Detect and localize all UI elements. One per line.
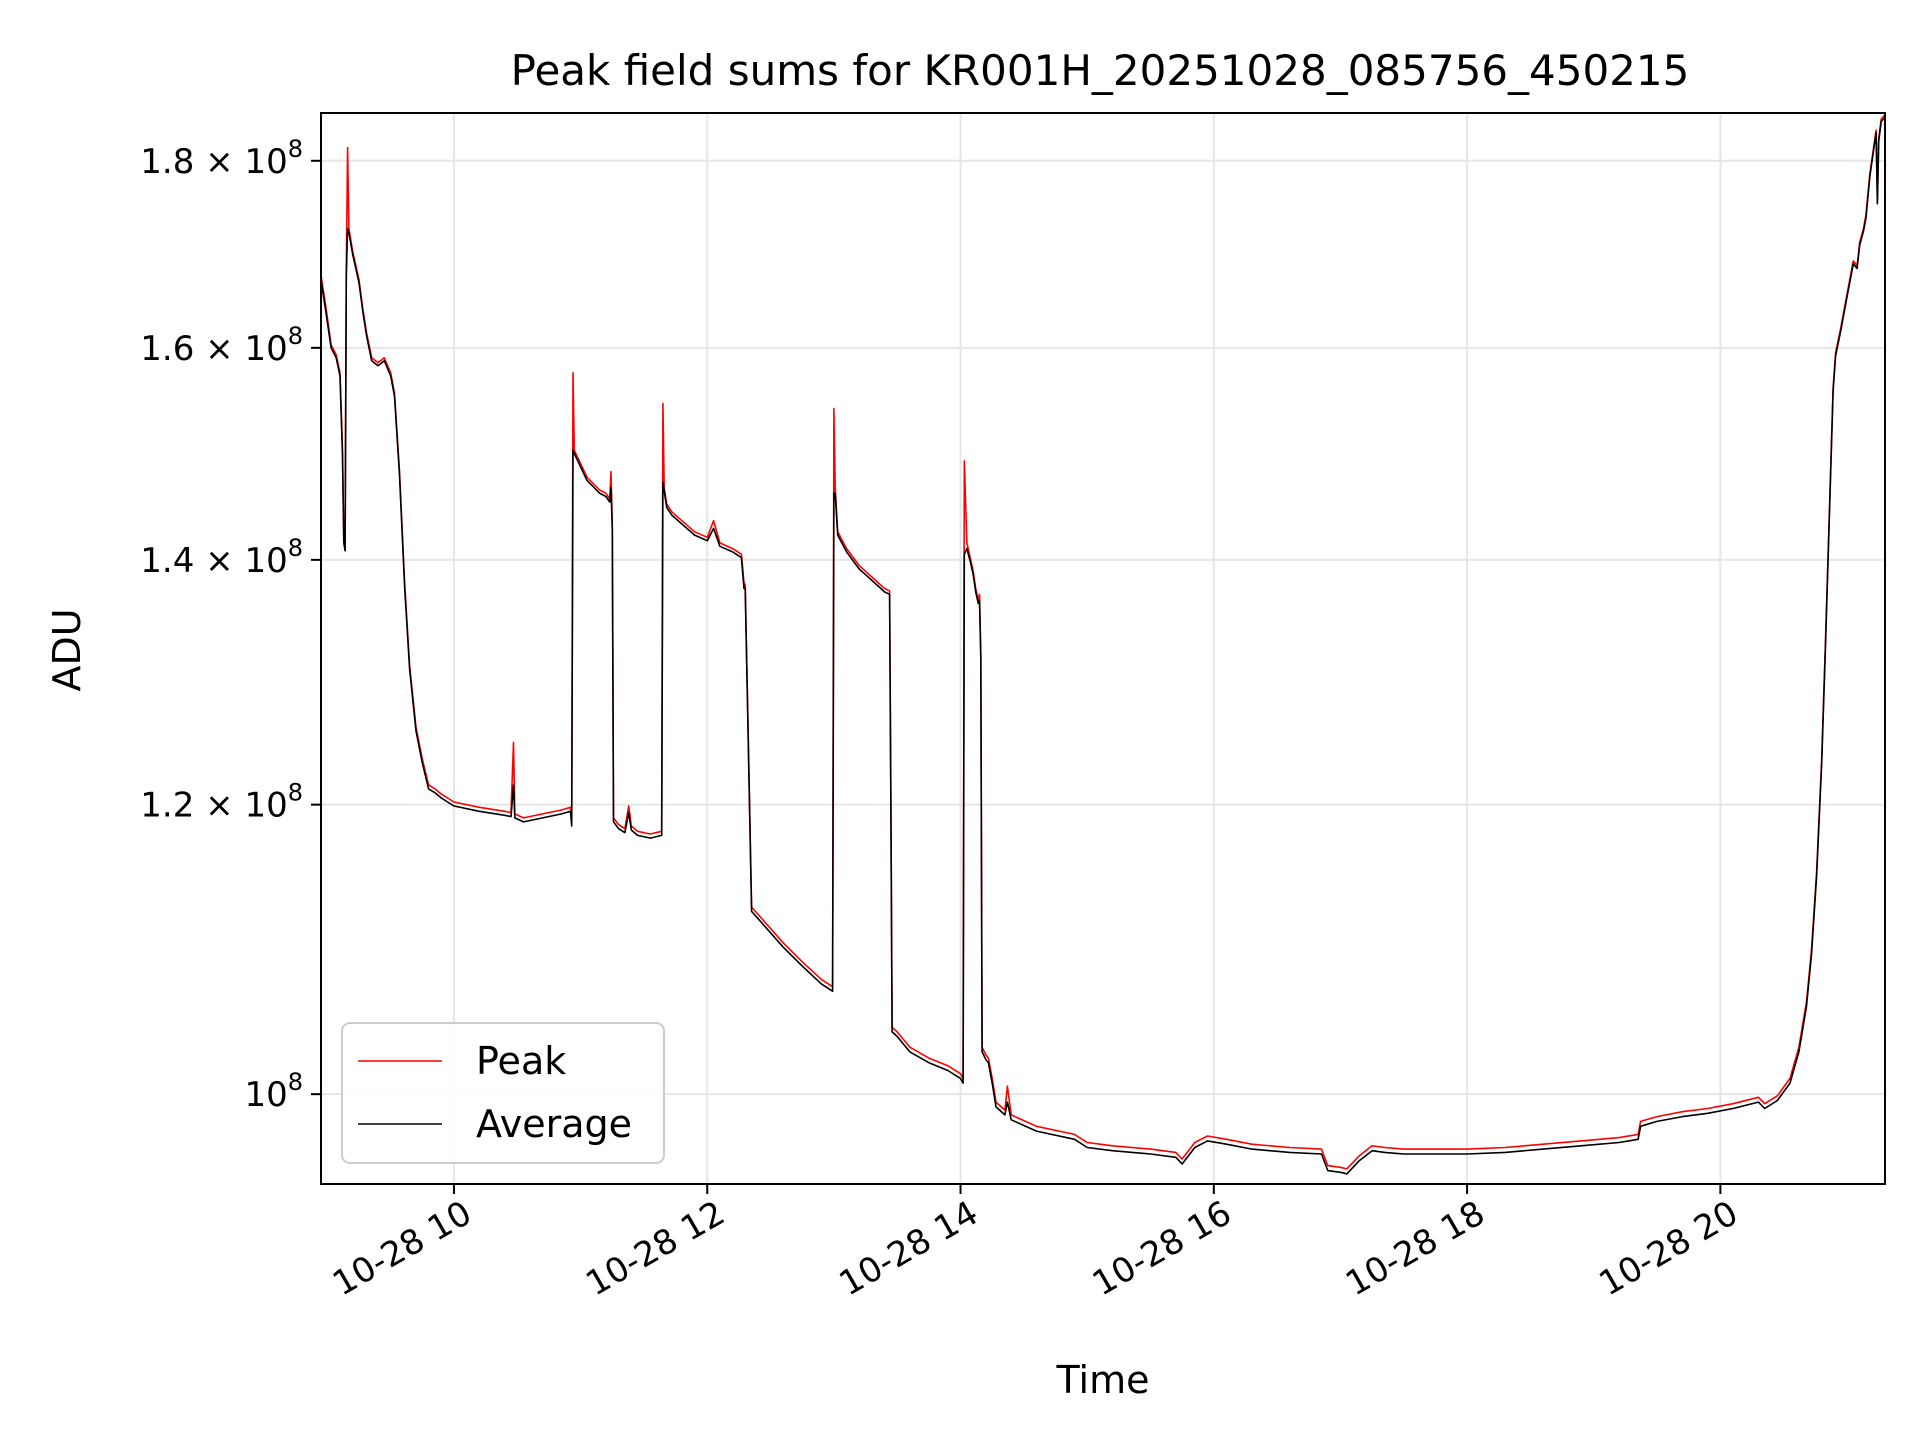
y-tick-label: 1.6 × 108 <box>140 322 303 369</box>
chart-title: Peak field sums for KR001H_20251028_0857… <box>511 46 1690 95</box>
series-line-average <box>321 116 1885 1175</box>
y-tick-label: 108 <box>244 1068 303 1115</box>
plot-frame <box>320 112 1886 1185</box>
legend-label-average: Average <box>476 1102 632 1146</box>
y-tick-label: 1.8 × 108 <box>140 135 303 182</box>
y-axis-ticks: 108 1.2 × 108 1.4 × 108 1.6 × 108 1.8 × 108 <box>140 135 321 1115</box>
y-axis-label: ADU <box>45 608 89 691</box>
series-line-peak <box>321 114 1885 1170</box>
legend: Peak Average <box>341 1022 665 1164</box>
legend-box <box>341 1022 665 1164</box>
series-layer <box>321 114 1885 1175</box>
grid-lines <box>321 113 1885 1184</box>
x-axis-label: Time <box>1056 1358 1150 1402</box>
y-tick-label: 1.4 × 108 <box>140 534 303 581</box>
y-tick-label: 1.2 × 108 <box>140 779 303 826</box>
legend-label-peak: Peak <box>476 1039 566 1083</box>
